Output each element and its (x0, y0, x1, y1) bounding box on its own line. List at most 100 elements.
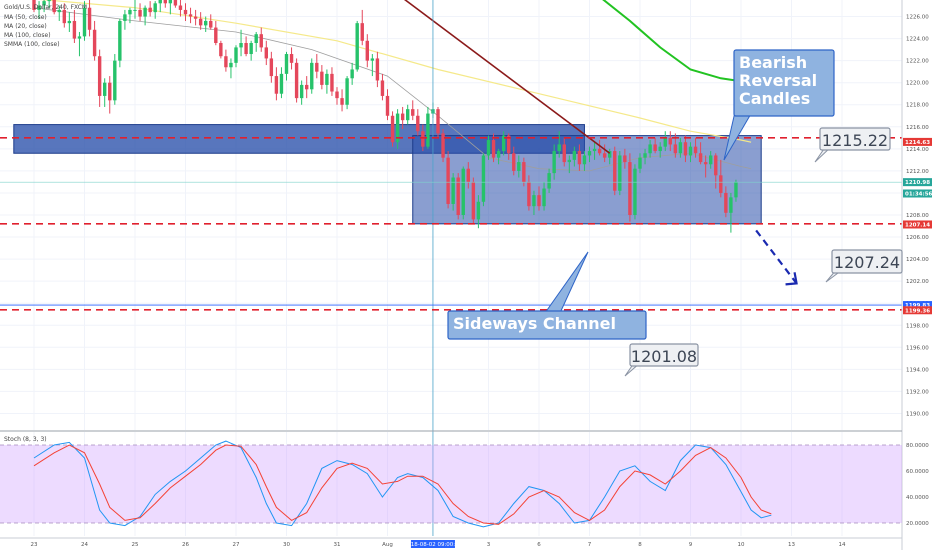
bearish-callout-box (733, 49, 835, 117)
stoch-tick-label: 80.0000 (906, 443, 929, 449)
bullish-candle (158, 0, 162, 4)
bearish-candle (183, 9, 188, 15)
legend-ma50[interactable]: MA (50, close) (4, 14, 47, 21)
date-tick-label: 3 (487, 542, 491, 548)
bullish-candle (350, 69, 354, 79)
bullish-candle (204, 20, 208, 26)
bearish-candle (673, 144, 678, 154)
bearish-candle (163, 0, 167, 4)
bearish-candle (522, 162, 526, 182)
bullish-candle (709, 155, 713, 165)
bearish-candle (178, 5, 183, 10)
price-tick-label: 1212.00 (906, 169, 929, 175)
bearish-candle (577, 151, 582, 165)
overlays: 23 24 25 26 27 30 31 Aug 3 6 7 8 9 10 13 14 2018-08-02 0… (0, 49, 903, 548)
bullish-candle (542, 188, 546, 207)
bearish-candle (703, 162, 708, 165)
bullish-candle (168, 0, 173, 4)
bullish-candle (153, 3, 157, 13)
price-tick-label: 1208.00 (906, 213, 929, 219)
bearish-candle (188, 14, 193, 17)
bearish-candle (471, 181, 476, 220)
bullish-candle (461, 168, 465, 215)
bearish-candle (623, 155, 627, 163)
resistance-callout-box (819, 127, 891, 151)
price-badge-label: 01:34:56 (905, 192, 932, 198)
bullish-candle (406, 109, 410, 121)
bearish-candle (224, 56, 228, 68)
bullish-candle (37, 5, 41, 10)
price-badge (903, 178, 932, 187)
bullish-candle (239, 43, 243, 48)
bullish-candle (547, 173, 551, 189)
legend-symbol[interactable]: Gold/U.S. Dollar, 240, FXCM (4, 4, 87, 11)
bullish-candle (688, 146, 693, 156)
price-tick-label: 1204.00 (906, 257, 929, 263)
price-badge-label: 1207.14 (905, 222, 930, 228)
bullish-candle (451, 177, 455, 204)
bearish-candle (653, 144, 657, 152)
bearish-candle (491, 140, 496, 158)
bullish-candle (552, 151, 556, 174)
bearish-candle (628, 162, 632, 215)
resistance-callout-text: 1215.22 (822, 131, 888, 150)
trend-line (404, 0, 611, 154)
bearish-candle (719, 175, 723, 193)
bullish-candle (517, 162, 521, 171)
bearish-candle (436, 109, 440, 134)
stoch-title[interactable]: Stoch (8, 3, 3) (4, 436, 47, 443)
bullish-candle (229, 62, 233, 68)
bearish-candle (108, 82, 112, 101)
bearish-candle (375, 58, 380, 81)
bearish-candle (693, 146, 698, 154)
date-tick-label: 14 (839, 542, 846, 548)
date-tick-label: 31 (334, 542, 341, 548)
bullish-candle (567, 159, 571, 163)
bearish-candle (320, 71, 324, 85)
legend-smma100[interactable]: SMMA (100, close) (4, 41, 60, 48)
price-tick-label: 1202.00 (906, 279, 929, 285)
bearish-candle (340, 98, 344, 105)
legend-ma20[interactable]: MA (20, close) (4, 23, 47, 30)
bearish-candle (32, 0, 36, 10)
ma100-line (602, 0, 752, 84)
price-badge-label: 1199.36 (905, 308, 930, 314)
bullish-candle (426, 113, 430, 147)
bullish-candle (633, 168, 637, 215)
price-badge (903, 189, 932, 198)
legend-ma100[interactable]: MA (100, close) (4, 32, 51, 39)
bullish-candle (486, 140, 491, 156)
bullish-candle (299, 84, 304, 99)
bearish-candle (198, 18, 203, 26)
bearish-candle (360, 23, 364, 41)
price-tick-label: 1216.00 (906, 125, 929, 131)
bullish-candle (648, 144, 652, 154)
bearish-callout-text: Candles (739, 89, 810, 108)
bearish-candle (714, 155, 718, 176)
bearish-candle (441, 133, 445, 158)
date-tick-label: 9 (689, 542, 693, 548)
date-tick-label: Aug (382, 542, 393, 548)
crosshair-date-badge (410, 540, 455, 548)
bearish-candle (289, 54, 294, 63)
bearish-candle (173, 0, 178, 6)
price-tick-label: 1198.00 (906, 323, 929, 329)
price-tick-label: 1218.00 (906, 103, 929, 109)
stoch-tick-label: 60.0000 (906, 469, 929, 475)
bullish-candle (608, 151, 612, 158)
price-badge (903, 137, 932, 146)
bullish-candle (355, 23, 359, 70)
date-tick-label: 8 (638, 542, 642, 548)
bearish-candle (683, 142, 688, 156)
bearish-candle (274, 76, 279, 94)
price-tick-label: 1226.00 (906, 15, 929, 21)
bearish-callout-text: Bearish (739, 53, 807, 72)
price-badge (903, 306, 932, 315)
bullish-candle (678, 142, 683, 154)
price-badge-label: 1210.98 (905, 180, 930, 186)
bullish-candle (395, 113, 400, 143)
bearish-candle (597, 148, 602, 154)
bullish-candle (254, 34, 258, 43)
